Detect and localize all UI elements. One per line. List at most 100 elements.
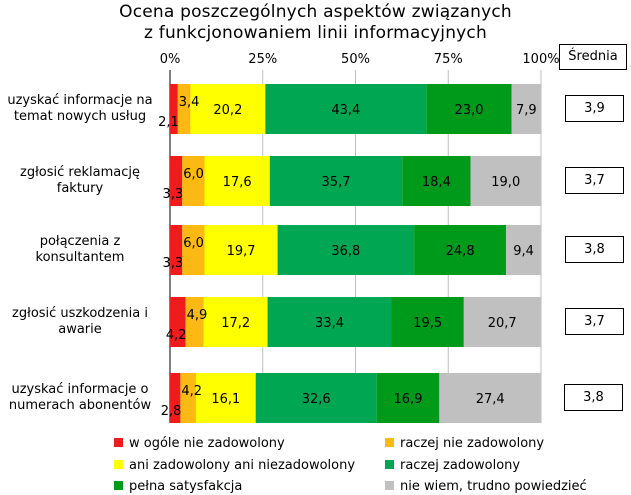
bar-segment [267,297,392,347]
chart-title-line-1: Ocena poszczególnych aspektów związanych [119,2,512,22]
category-label-line: faktury [56,181,104,196]
category-label: zgłosić reklamację faktury [0,165,160,197]
legend-swatch [385,438,394,447]
segment-value-label: 3,4 [179,95,200,110]
bar-segments [170,84,541,423]
bar-segment [170,84,178,134]
segment-value-label: 7,9 [516,103,537,118]
chart-title-line-2: z funkcjonowaniem linii informacyjnych [144,23,487,43]
bar-segment [203,297,268,347]
bar-segment [180,373,196,423]
category-label-line: uzyskać informacje o [11,382,149,397]
segment-value-label: 33,4 [315,316,344,331]
bar-segment [414,225,507,275]
category-label-line: zgłosić reklamację [20,165,140,180]
segment-value-label: 23,0 [455,103,484,118]
legend-label: nie wiem, trudno powiedzieć [400,479,587,494]
segment-value-label: 3,3 [163,256,184,271]
bar-segment [182,225,205,275]
bar-segment [277,225,415,275]
segment-value-label: 17,2 [221,316,250,331]
bar-segment [170,297,186,347]
legend-swatch [114,481,123,490]
segment-value-label: 9,4 [513,244,534,259]
legend-label: w ogóle nie zadowolony [129,436,285,451]
bar-segment [376,373,440,423]
segment-value-label: 6,0 [183,236,204,251]
x-tick-label: 75% [434,52,463,67]
category-label: połączenia z konsultantem [0,234,160,266]
segment-value-label: 43,4 [331,103,360,118]
segment-value-label: 17,6 [223,175,252,190]
category-label: zgłosić uszkodzenia i awarie [0,306,160,338]
legend-label: ani zadowolony ani niezadowolony [129,458,356,473]
bar-segment [391,297,464,347]
segment-value-label: 36,8 [331,244,360,259]
legend-item: raczej zadowolony [385,458,520,474]
segment-value-label: 19,0 [491,175,520,190]
segment-value-label: 2,8 [161,404,182,419]
bar-segment [190,84,266,134]
category-label-line: konsultantem [35,250,125,265]
x-tick-label: 100% [522,52,559,67]
bar-segment [170,225,183,275]
average-value: 3,7 [565,308,624,335]
average-value: 3,7 [565,167,624,194]
category-label-line: zgłosić uszkodzenia i [12,306,148,321]
legend-item: pełna satysfakcja [114,479,242,495]
category-label: uzyskać informacje o numerach abonentów [0,382,160,414]
legend-swatch [114,438,123,447]
legend-item: w ogóle nie zadowolony [114,436,285,452]
legend-label: raczej nie zadowolony [400,436,545,451]
bar-segment [195,373,256,423]
category-label: uzyskać informacje na temat nowych usług [0,93,160,125]
segment-value-label: 4,9 [187,308,208,323]
segment-value-label: 16,9 [394,392,423,407]
legend-item: nie wiem, trudno powiedzieć [385,479,587,495]
bar-segment [511,84,541,134]
segment-value-label: 35,7 [322,175,351,190]
bar-segment [204,156,270,206]
average-value: 3,9 [565,95,624,122]
bar-segment [170,373,181,423]
bar-segment [269,156,403,206]
category-label-line: połączenia z [39,234,121,249]
legend-label: pełna satysfakcja [129,479,243,494]
segment-value-label: 27,4 [476,392,505,407]
bar-segment [439,373,541,423]
legend-item: raczej nie zadowolony [385,436,544,452]
average-header: Średnia [559,44,627,70]
bar-segment [177,84,191,134]
legend-label: raczej zadowolony [400,458,521,473]
legend-swatch [385,460,394,469]
bar-segment [170,156,183,206]
bar-segment [506,225,541,275]
segment-value-label: 4,2 [166,328,187,343]
segment-value-label: 16,1 [211,392,240,407]
bar-segment [255,373,377,423]
segment-value-label: 20,7 [488,316,517,331]
segment-value-label: 3,3 [163,187,184,202]
x-tick-label: 25% [248,52,277,67]
segment-value-label: 4,2 [181,384,202,399]
category-label-line: awarie [58,322,102,337]
average-value: 3,8 [565,236,624,263]
bar-segment [204,225,278,275]
bar-segment [185,297,204,347]
category-label-line: numerach abonentów [8,398,152,413]
average-value: 3,8 [564,384,623,411]
bar-segment [265,84,427,134]
category-label-line: temat nowych usług [13,109,147,124]
legend-swatch [385,481,394,490]
segment-value-label: 6,0 [183,167,204,182]
segment-value-label: 18,4 [422,175,451,190]
segment-value-label: 2,1 [158,115,179,130]
bar-segment [182,156,205,206]
bar-segment [402,156,471,206]
category-label-line: uzyskać informacje na [7,93,153,108]
bar-segment [470,156,541,206]
segment-value-label: 19,5 [413,316,442,331]
segment-value-label: 32,6 [302,392,331,407]
segment-value-label: 24,8 [446,244,475,259]
